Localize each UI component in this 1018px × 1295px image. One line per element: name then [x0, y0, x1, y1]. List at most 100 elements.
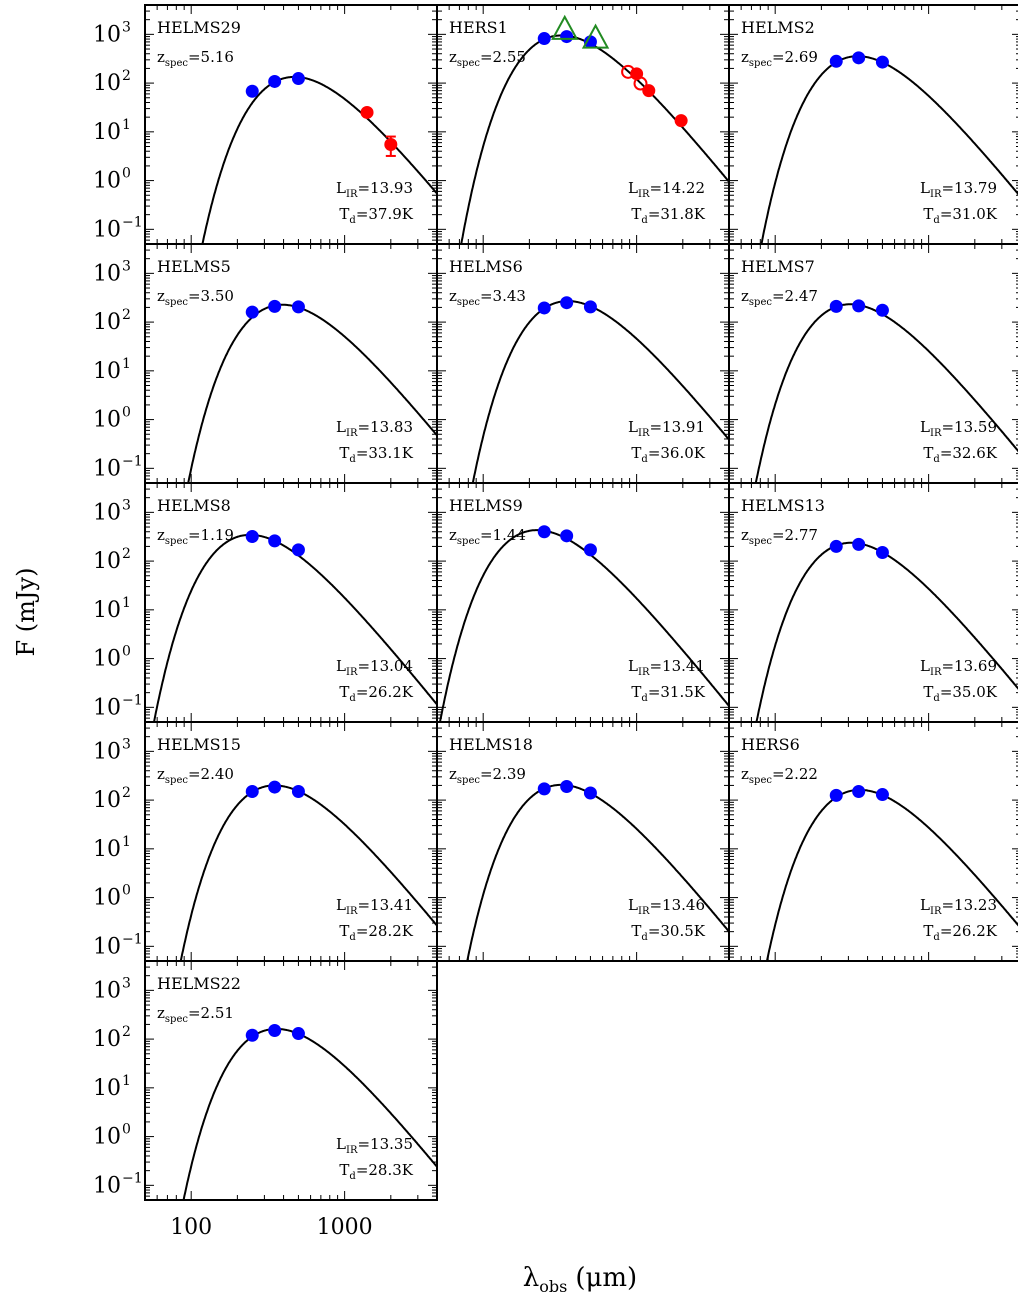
data-point-open — [633, 76, 648, 91]
data-point — [268, 299, 282, 313]
y-tick-label-exponent: 1 — [122, 117, 131, 133]
y-tick-label-exponent: −1 — [122, 214, 143, 230]
data-point — [537, 525, 551, 539]
y-tick-label: 10 — [93, 695, 121, 720]
data-point — [268, 1024, 282, 1038]
panel-dust-temperature: Td=31.5K — [631, 683, 705, 704]
y-tick-label: 10 — [93, 120, 121, 145]
data-point — [384, 137, 398, 151]
panel-source-name: HELMS2 — [741, 18, 815, 37]
y-tick-label: 10 — [93, 71, 121, 96]
model-sed-curve — [760, 55, 1018, 244]
data-point — [829, 299, 843, 313]
y-tick-label: 10 — [93, 456, 121, 481]
panel-redshift: zspec=2.51 — [157, 1004, 234, 1025]
y-tick-label-exponent: 1 — [122, 834, 131, 850]
y-tick-label-exponent: 3 — [122, 258, 131, 274]
panel-dust-temperature: Td=26.2K — [339, 683, 413, 704]
panel-redshift: zspec=3.43 — [449, 287, 526, 308]
data-point — [560, 296, 574, 310]
panel-redshift: zspec=2.69 — [741, 48, 818, 69]
data-point — [268, 74, 282, 88]
data-point — [245, 84, 259, 98]
y-tick-label-exponent: 0 — [122, 644, 131, 660]
sed-panel-helms7: HELMS7 zspec=2.47 LIR=13.59 Td=32.6K — [728, 243, 1018, 484]
panel-luminosity: LIR=13.83 — [336, 418, 413, 439]
model-sed-curve — [153, 533, 437, 722]
panel-source-name: HELMS5 — [157, 257, 231, 276]
panel-luminosity: LIR=13.46 — [628, 896, 705, 917]
data-point — [852, 299, 866, 313]
panel-dust-temperature: Td=28.3K — [339, 1161, 413, 1182]
y-tick-label: 10 — [93, 1173, 121, 1198]
y-tick-label-exponent: 0 — [122, 883, 131, 899]
panel-luminosity: LIR=13.79 — [920, 179, 997, 200]
panel-luminosity: LIR=14.22 — [628, 179, 705, 200]
y-tick-label-exponent: 3 — [122, 736, 131, 752]
data-point — [245, 305, 259, 319]
data-point — [852, 537, 866, 551]
data-point — [852, 51, 866, 65]
panel-luminosity: LIR=13.41 — [336, 896, 413, 917]
y-tick-label: 10 — [93, 886, 121, 911]
panel-frame — [144, 960, 438, 1201]
data-point-triangle — [581, 23, 610, 49]
data-point — [583, 300, 597, 314]
y-tick-label-exponent: −1 — [122, 692, 143, 708]
data-point — [360, 105, 374, 119]
y-tick-label: 10 — [93, 549, 121, 574]
sed-panel-hers6: HERS6 zspec=2.22 LIR=13.23 Td=26.2K — [728, 721, 1018, 962]
panel-luminosity: LIR=13.04 — [336, 657, 413, 678]
model-sed-curve — [471, 300, 729, 483]
y-tick-label: 10 — [93, 788, 121, 813]
data-point — [583, 786, 597, 800]
y-tick-label-exponent: −1 — [122, 1170, 143, 1186]
model-sed-curve — [179, 784, 437, 961]
x-tick-label: 100 — [170, 1215, 212, 1240]
panel-dust-temperature: Td=30.5K — [631, 922, 705, 943]
data-point — [268, 534, 282, 548]
sed-panel-helms6: HELMS6 zspec=3.43 LIR=13.91 Td=36.0K — [436, 243, 730, 484]
y-tick-label-exponent: 1 — [122, 595, 131, 611]
y-tick-label: 10 — [93, 1125, 121, 1150]
y-tick-label: 10 — [93, 310, 121, 335]
data-point — [245, 1028, 259, 1042]
panel-dust-temperature: Td=26.2K — [923, 922, 997, 943]
y-tick-label-exponent: 3 — [122, 19, 131, 35]
y-tick-label-exponent: 0 — [122, 405, 131, 421]
data-point — [674, 114, 688, 128]
panel-redshift: zspec=5.16 — [157, 48, 234, 69]
x-axis-label-subscript: obs — [539, 1277, 567, 1295]
data-point — [537, 782, 551, 796]
model-sed-curve — [182, 1027, 437, 1200]
data-point — [829, 539, 843, 553]
data-point — [268, 780, 282, 794]
y-tick-label-exponent: −1 — [122, 931, 143, 947]
sed-panel-helms18: HELMS18 zspec=2.39 LIR=13.46 Td=30.5K — [436, 721, 730, 962]
panel-redshift: zspec=2.22 — [741, 765, 818, 786]
panel-source-name: HELMS22 — [157, 974, 241, 993]
sed-panel-helms2: HELMS2 zspec=2.69 LIR=13.79 Td=31.0K — [728, 4, 1018, 245]
panel-redshift: zspec=2.77 — [741, 526, 818, 547]
y-tick-label: 10 — [93, 261, 121, 286]
data-point — [583, 543, 597, 557]
data-point — [875, 55, 889, 69]
y-tick-label-exponent: 3 — [122, 975, 131, 991]
panel-luminosity: LIR=13.35 — [336, 1135, 413, 1156]
y-tick-label: 10 — [93, 22, 121, 47]
data-point — [291, 1027, 305, 1041]
y-tick-label-exponent: 1 — [122, 356, 131, 372]
data-point — [829, 788, 843, 802]
panel-redshift: zspec=2.47 — [741, 287, 818, 308]
data-point — [291, 785, 305, 799]
y-tick-label-exponent: 2 — [122, 307, 131, 323]
y-tick-label-exponent: 2 — [122, 1024, 131, 1040]
data-point — [829, 54, 843, 68]
panel-frame — [728, 721, 1018, 962]
data-point — [537, 32, 551, 46]
y-tick-label: 10 — [93, 500, 121, 525]
